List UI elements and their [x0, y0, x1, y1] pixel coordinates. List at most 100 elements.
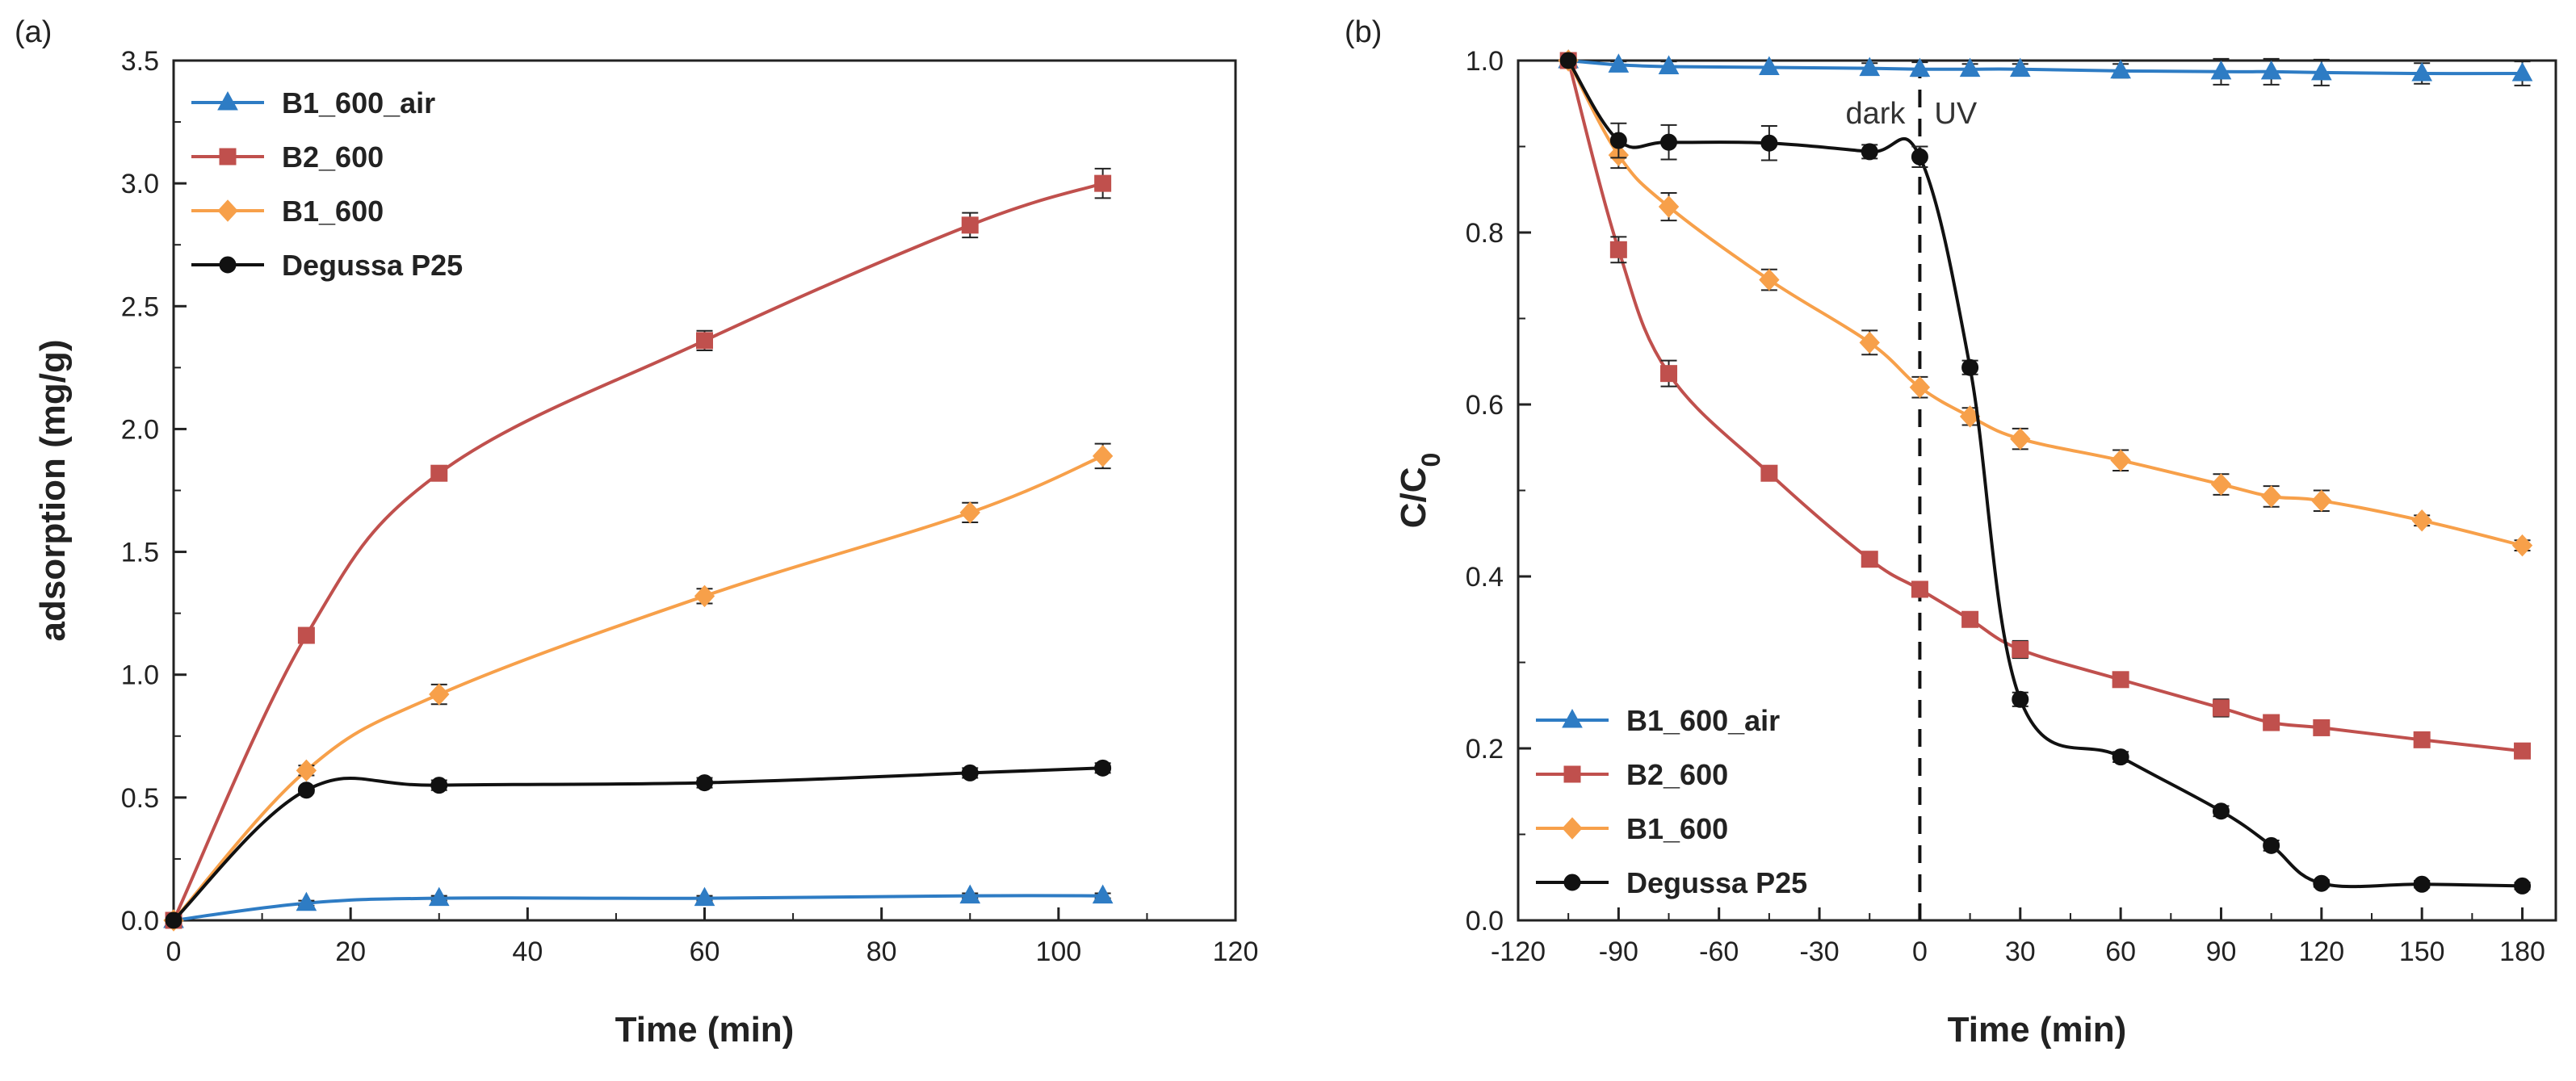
data-point-b1-600 — [2210, 473, 2232, 496]
data-point-b1-600 — [694, 584, 715, 608]
data-point-b1-600-air — [1959, 57, 1981, 78]
annotation-uv: UV — [1934, 97, 1977, 131]
data-point-b2-600 — [2212, 699, 2230, 717]
x-tick-label: 100 — [1035, 936, 1081, 967]
series-line-b2-600 — [172, 182, 1104, 921]
chart-panel-a: 0 20 40 60 80 100 120 0.0 0.5 1.0 1.5 2.0 2.5 3.0 3.5 T… — [15, 15, 1258, 1050]
legend-label: B2_600 — [282, 140, 384, 174]
y-tick-label: 2.5 — [121, 291, 159, 322]
x-axis-title: Time (min) — [615, 1010, 795, 1050]
data-point-b2-600 — [1961, 610, 1979, 628]
data-point-b2-600 — [2313, 719, 2331, 736]
data-point-b1-600 — [2511, 534, 2533, 557]
data-point-degussa-p25 — [1609, 132, 1627, 149]
y-tick-label: 1.5 — [121, 538, 159, 568]
series-line-degussa-p25 — [1567, 59, 2523, 889]
data-point-b1-600 — [1092, 445, 1114, 467]
data-point-b1-600-air — [2511, 61, 2533, 82]
y-axis-title: C/C0 — [1394, 453, 1445, 529]
data-point-b2-600 — [2514, 742, 2532, 760]
data-point-degussa-p25 — [2413, 875, 2431, 893]
legend-entry-b2-600: B2_600 — [1536, 758, 1728, 791]
y-axis-title: adsorption (mg/g) — [33, 340, 73, 642]
data-point-b1-600 — [2411, 509, 2432, 532]
data-point-b2-600 — [2012, 641, 2029, 659]
y-tick-label: 0.8 — [1466, 218, 1504, 249]
data-point-b1-600 — [1759, 268, 1780, 291]
data-point-b2-600 — [430, 464, 448, 482]
data-point-degussa-p25 — [1559, 52, 1577, 69]
legend-entry-degussa-p25: Degussa P25 — [1536, 866, 1807, 899]
y-tick-label: 0.6 — [1466, 390, 1504, 421]
panel-label: (b) — [1345, 15, 1382, 49]
data-point-b1-600-air — [2260, 60, 2282, 80]
data-point-degussa-p25 — [2112, 748, 2129, 766]
data-point-b2-600 — [2112, 671, 2129, 689]
x-tick-label: -120 — [1491, 936, 1546, 967]
data-point-b1-600-air — [694, 886, 715, 907]
data-point-degussa-p25 — [2012, 690, 2029, 708]
legend-entry-b1-600-air: B1_600_air — [191, 86, 435, 119]
x-tick-label: -60 — [1699, 936, 1739, 967]
data-point-b2-600 — [1911, 580, 1928, 598]
x-tick-label: 150 — [2399, 936, 2445, 967]
data-point-degussa-p25 — [961, 764, 979, 781]
legend-label: B1_600_air — [1626, 704, 1780, 737]
y-tick-label: 3.5 — [121, 46, 159, 77]
data-point-degussa-p25 — [1961, 358, 1979, 376]
y-tick-label: 1.0 — [1466, 46, 1504, 77]
data-point-b2-600 — [1760, 464, 1778, 482]
data-point-b1-600 — [1658, 195, 1680, 218]
y-tick-label: 0.0 — [1466, 906, 1504, 936]
x-tick-label: 60 — [690, 936, 720, 967]
chart-panel-b: -120 -90 -60 -30 0 30 60 90 120 150 180 0.0 0.2 0.4 0.… — [1345, 15, 2557, 1050]
x-tick-label: 120 — [2298, 936, 2344, 967]
data-point-b1-600-air — [1092, 884, 1114, 904]
legend-marker — [217, 90, 238, 111]
y-tick-label: 0.0 — [121, 906, 159, 936]
data-point-degussa-p25 — [430, 777, 448, 794]
data-point-degussa-p25 — [165, 911, 183, 929]
data-point-b1-600-air — [428, 886, 450, 907]
data-point-b1-600 — [959, 501, 980, 524]
data-point-b2-600 — [297, 626, 315, 644]
data-point-b1-600 — [2311, 489, 2332, 513]
y-tick-label: 3.0 — [121, 169, 159, 199]
data-point-b2-600 — [961, 216, 979, 234]
data-point-degussa-p25 — [297, 781, 315, 799]
data-point-degussa-p25 — [2263, 836, 2280, 854]
data-point-b1-600 — [1859, 331, 1880, 354]
data-point-degussa-p25 — [1911, 148, 1928, 166]
legend-marker — [1563, 874, 1581, 891]
x-tick-label: 40 — [512, 936, 543, 967]
data-point-b1-600 — [429, 683, 450, 706]
y-tick-label: 0.4 — [1466, 562, 1504, 593]
series-line-b1-600-air — [1568, 59, 2523, 76]
legend-marker — [1562, 708, 1583, 728]
y-axis-title-subscript: 0 — [1416, 453, 1445, 467]
x-tick-label: 30 — [2005, 936, 2036, 967]
data-point-b1-600-air — [2411, 61, 2433, 82]
x-tick-label: 20 — [335, 936, 366, 967]
data-point-b1-600-air — [1658, 55, 1680, 74]
data-point-b1-600-air — [1859, 57, 1881, 77]
x-tick-label: -30 — [1799, 936, 1839, 967]
x-tick-label: 120 — [1213, 936, 1259, 967]
series-line-b1-600 — [1567, 60, 2523, 547]
x-tick-label: 90 — [2206, 936, 2237, 967]
data-point-b2-600 — [1861, 551, 1878, 568]
data-point-degussa-p25 — [696, 774, 713, 792]
legend-marker — [219, 256, 237, 274]
data-point-b1-600-air — [2210, 60, 2232, 80]
legend-entry-b2-600: B2_600 — [191, 140, 384, 174]
series-line-b2-600 — [1567, 60, 2523, 753]
legend-entry-degussa-p25: Degussa P25 — [191, 249, 463, 282]
legend-label: Degussa P25 — [282, 249, 463, 282]
panel-label: (a) — [15, 15, 52, 49]
data-point-b1-600 — [2260, 485, 2282, 508]
y-tick-label: 2.0 — [121, 414, 159, 445]
x-tick-label: -90 — [1599, 936, 1638, 967]
data-point-degussa-p25 — [1760, 134, 1778, 152]
legend-entry-b1-600-air: B1_600_air — [1536, 704, 1780, 737]
data-point-b1-600-air — [959, 884, 981, 904]
